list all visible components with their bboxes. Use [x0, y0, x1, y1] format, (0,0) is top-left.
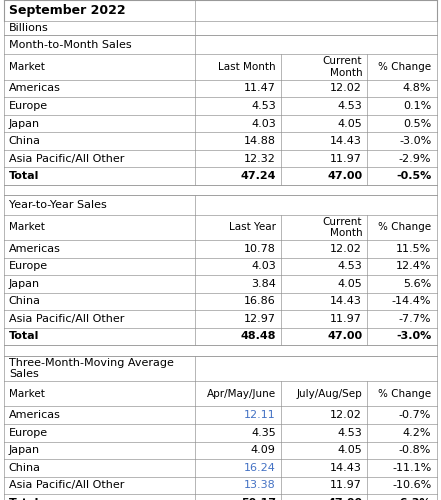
Text: Total: Total — [9, 171, 39, 181]
Text: Total: Total — [9, 498, 39, 500]
Text: 12.32: 12.32 — [244, 154, 276, 164]
Text: 0.1%: 0.1% — [403, 101, 431, 111]
Text: Americas: Americas — [9, 410, 61, 420]
Text: July/Aug/Sep: July/Aug/Sep — [296, 389, 362, 399]
Text: Market: Market — [9, 62, 45, 72]
Text: Current
Month: Current Month — [323, 56, 362, 78]
Text: 14.88: 14.88 — [244, 136, 276, 146]
Text: 4.8%: 4.8% — [403, 84, 431, 94]
Text: 12.97: 12.97 — [244, 314, 276, 324]
Text: 4.03: 4.03 — [251, 118, 276, 128]
Text: Billions: Billions — [9, 23, 49, 33]
Text: Americas: Americas — [9, 84, 61, 94]
Text: Last Month: Last Month — [218, 62, 276, 72]
Text: -6.3%: -6.3% — [396, 498, 431, 500]
Text: -2.9%: -2.9% — [399, 154, 431, 164]
Text: 11.47: 11.47 — [244, 84, 276, 94]
Text: Japan: Japan — [9, 118, 40, 128]
Text: -7.7%: -7.7% — [399, 314, 431, 324]
Text: Market: Market — [9, 222, 45, 232]
Text: Asia Pacific/All Other: Asia Pacific/All Other — [9, 314, 124, 324]
Text: Americas: Americas — [9, 244, 61, 254]
Text: -3.0%: -3.0% — [399, 136, 431, 146]
Text: 12.4%: 12.4% — [396, 262, 431, 272]
Text: 12.02: 12.02 — [330, 84, 362, 94]
Text: 11.97: 11.97 — [330, 480, 362, 490]
Text: Market: Market — [9, 389, 45, 399]
Text: 13.38: 13.38 — [244, 480, 276, 490]
Text: Japan: Japan — [9, 279, 40, 289]
Text: 16.86: 16.86 — [244, 296, 276, 306]
Text: Europe: Europe — [9, 428, 48, 438]
Text: Europe: Europe — [9, 101, 48, 111]
Text: % Change: % Change — [378, 389, 431, 399]
Text: 47.00: 47.00 — [327, 171, 362, 181]
Text: -11.1%: -11.1% — [392, 463, 431, 473]
Text: % Change: % Change — [378, 62, 431, 72]
Text: Month-to-Month Sales: Month-to-Month Sales — [9, 40, 131, 50]
Text: 11.97: 11.97 — [330, 154, 362, 164]
Text: Total: Total — [9, 332, 39, 342]
Text: 12.11: 12.11 — [244, 410, 276, 420]
Text: 47.00: 47.00 — [327, 498, 362, 500]
Text: 4.2%: 4.2% — [403, 428, 431, 438]
Text: 10.78: 10.78 — [244, 244, 276, 254]
Text: 14.43: 14.43 — [330, 136, 362, 146]
Text: -0.7%: -0.7% — [399, 410, 431, 420]
Text: 4.35: 4.35 — [251, 428, 276, 438]
Text: Asia Pacific/All Other: Asia Pacific/All Other — [9, 154, 124, 164]
Text: 0.5%: 0.5% — [403, 118, 431, 128]
Text: Japan: Japan — [9, 446, 40, 456]
Text: Europe: Europe — [9, 262, 48, 272]
Text: Last Year: Last Year — [229, 222, 276, 232]
Text: -10.6%: -10.6% — [392, 480, 431, 490]
Text: Apr/May/June: Apr/May/June — [206, 389, 276, 399]
Text: 4.53: 4.53 — [337, 428, 362, 438]
Text: 5.6%: 5.6% — [403, 279, 431, 289]
Text: 4.53: 4.53 — [251, 101, 276, 111]
Text: 4.05: 4.05 — [337, 279, 362, 289]
Text: % Change: % Change — [378, 222, 431, 232]
Text: 12.02: 12.02 — [330, 410, 362, 420]
Text: 14.43: 14.43 — [330, 296, 362, 306]
Text: Year-to-Year Sales: Year-to-Year Sales — [9, 200, 107, 210]
Text: 47.00: 47.00 — [327, 332, 362, 342]
Text: 4.03: 4.03 — [251, 262, 276, 272]
Text: Asia Pacific/All Other: Asia Pacific/All Other — [9, 480, 124, 490]
Text: China: China — [9, 463, 41, 473]
Text: 3.84: 3.84 — [251, 279, 276, 289]
Text: Current
Month: Current Month — [323, 216, 362, 238]
Text: 47.24: 47.24 — [240, 171, 276, 181]
Text: China: China — [9, 136, 41, 146]
Text: -0.5%: -0.5% — [396, 171, 431, 181]
Text: 4.53: 4.53 — [337, 101, 362, 111]
Text: 12.02: 12.02 — [330, 244, 362, 254]
Text: 48.48: 48.48 — [240, 332, 276, 342]
Text: 11.5%: 11.5% — [396, 244, 431, 254]
Text: 16.24: 16.24 — [244, 463, 276, 473]
Text: -0.8%: -0.8% — [399, 446, 431, 456]
Text: Three-Month-Moving Average
Sales: Three-Month-Moving Average Sales — [9, 358, 174, 379]
Text: September 2022: September 2022 — [9, 4, 125, 17]
Text: -3.0%: -3.0% — [396, 332, 431, 342]
Text: 11.97: 11.97 — [330, 314, 362, 324]
Text: China: China — [9, 296, 41, 306]
Text: 4.53: 4.53 — [337, 262, 362, 272]
Text: -14.4%: -14.4% — [392, 296, 431, 306]
Text: 4.05: 4.05 — [337, 118, 362, 128]
Text: 14.43: 14.43 — [330, 463, 362, 473]
Text: 50.17: 50.17 — [241, 498, 276, 500]
Text: 4.05: 4.05 — [337, 446, 362, 456]
Text: 4.09: 4.09 — [251, 446, 276, 456]
